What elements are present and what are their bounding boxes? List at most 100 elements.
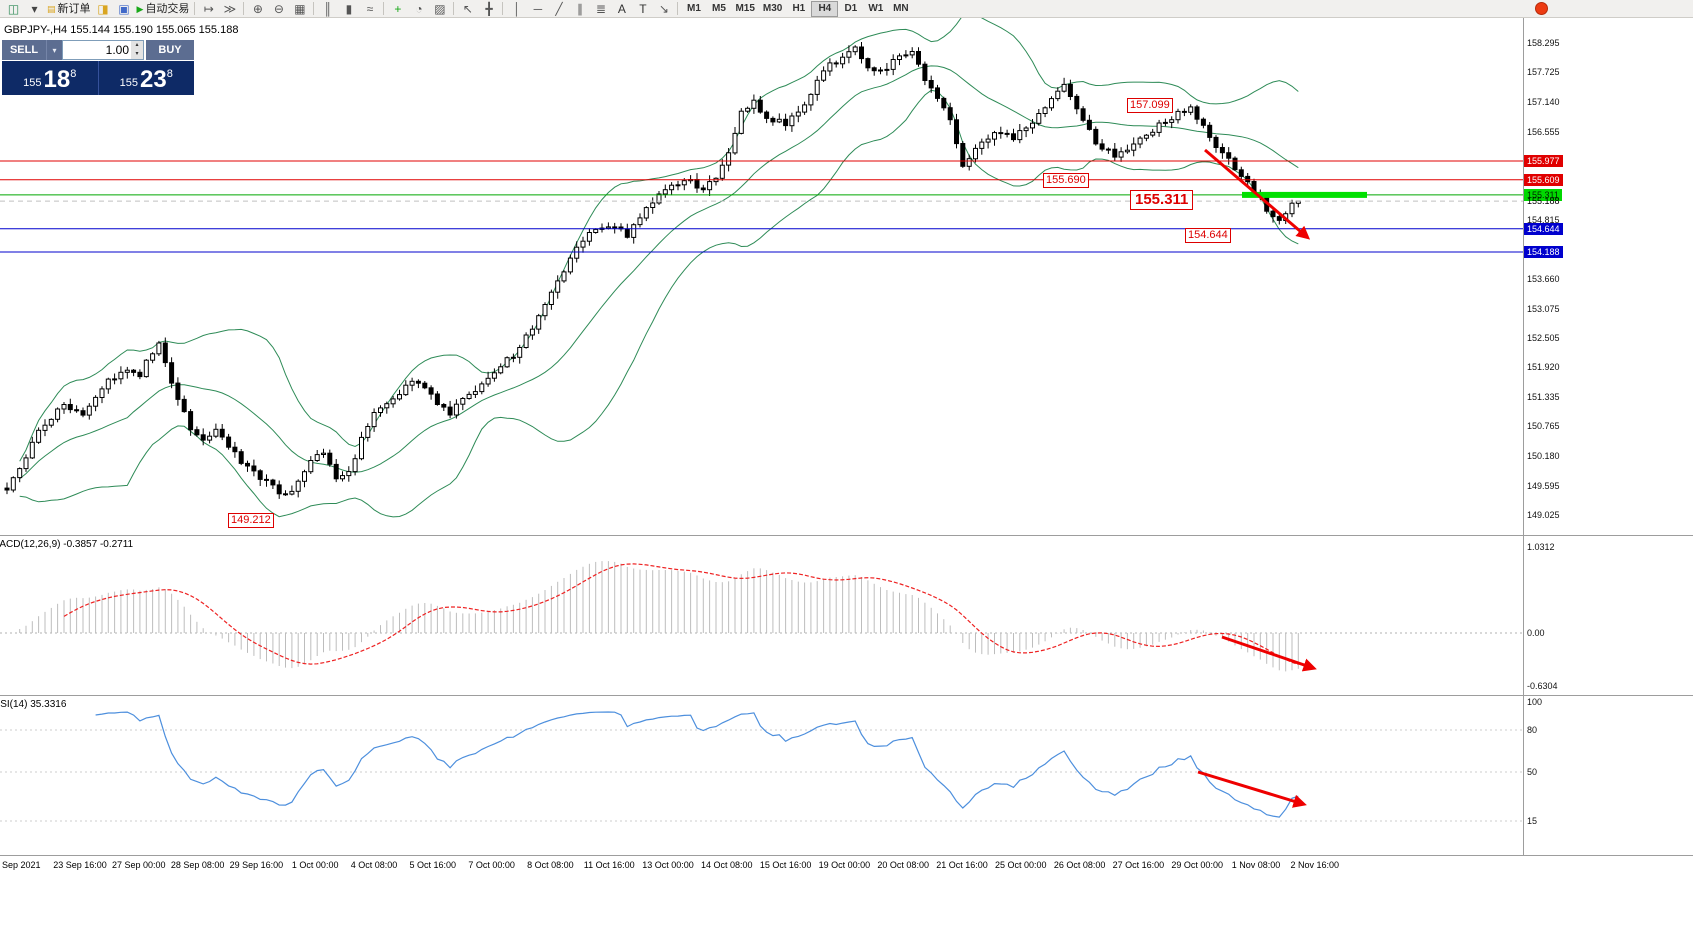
time-axis-label: 21 Oct 16:00 bbox=[936, 860, 988, 870]
text-icon[interactable]: A bbox=[611, 1, 632, 17]
arrow-tool-icon[interactable]: ↘ bbox=[653, 1, 674, 17]
price-axis-label: 149.025 bbox=[1527, 509, 1560, 520]
volume-up-button[interactable]: ▴ bbox=[131, 41, 143, 50]
time-axis[interactable]: Sep 2021 23 Sep 16:00 27 Sep 00:00 28 Sep 0… bbox=[0, 856, 1693, 876]
price-axis-label: 150.765 bbox=[1527, 421, 1560, 432]
auto-scroll-icon[interactable]: ≫ bbox=[219, 1, 240, 17]
bid-price-axis-label: 155.188 bbox=[1527, 196, 1560, 207]
autotrade-button[interactable]: ▶ 自动交易 bbox=[135, 1, 192, 17]
chart-list-dropdown-icon-glyph: ▾ bbox=[31, 1, 38, 16]
time-axis-label: 13 Oct 00:00 bbox=[642, 860, 694, 870]
trendline-icon-glyph: ╱ bbox=[555, 1, 563, 16]
buy-price[interactable]: 155 23 8 bbox=[97, 61, 195, 95]
cursor-icon[interactable]: ↖ bbox=[457, 1, 478, 17]
autotrade-button-icon: ▶ bbox=[136, 3, 144, 14]
pane-separator[interactable] bbox=[0, 535, 1693, 536]
toolbar-separator bbox=[383, 2, 385, 15]
sell-price[interactable]: 155 18 8 bbox=[2, 61, 98, 95]
price-axis-label: 157.725 bbox=[1527, 67, 1560, 77]
chart-shift-icon-glyph: ↦ bbox=[203, 1, 214, 16]
tf-w1-button-label: W1 bbox=[868, 2, 884, 14]
volume-dropdown-icon[interactable]: ▾ bbox=[46, 40, 62, 60]
line-chart-icon-glyph: ≈ bbox=[366, 1, 374, 16]
trendline-icon[interactable]: ╱ bbox=[548, 1, 569, 17]
vertical-line-icon-glyph: │ bbox=[513, 1, 521, 16]
macd-pane[interactable]: MACD(12,26,9) -0.3857 -0.2711 1.0312 0.00… bbox=[0, 536, 1693, 695]
tf-h4-button[interactable]: H4 bbox=[811, 0, 839, 17]
pane-separator bbox=[0, 855, 1693, 856]
sell-button[interactable]: SELL bbox=[2, 40, 46, 60]
zoom-in-icon[interactable]: ⊕ bbox=[247, 1, 268, 17]
package-icon[interactable]: ◨ bbox=[93, 1, 114, 17]
profiles-icon[interactable]: ▣ bbox=[114, 1, 135, 17]
time-axis-label: 23 Sep 16:00 bbox=[53, 860, 107, 870]
macd-axis-label: -0.6304 bbox=[1527, 680, 1558, 691]
templates-icon[interactable]: ▨ bbox=[429, 1, 450, 17]
price-callout[interactable]: 155.311 bbox=[1130, 190, 1194, 210]
rsi-pane[interactable]: RSI(14) 35.3316 100 80 50 15 bbox=[0, 696, 1693, 855]
tf-m5-button[interactable]: M5 bbox=[706, 1, 731, 17]
horizontal-line-icon[interactable]: ─ bbox=[527, 1, 548, 17]
price-axis-label: 151.920 bbox=[1527, 362, 1560, 373]
price-callout[interactable]: 157.099 bbox=[1127, 98, 1173, 113]
channel-icon[interactable]: ∥ bbox=[569, 1, 590, 17]
rsi-axis-label: 80 bbox=[1527, 725, 1538, 735]
sell-price-big-figure: 155 bbox=[23, 77, 42, 89]
profiles-icon-glyph: ▣ bbox=[118, 1, 130, 16]
price-chart-pane[interactable]: GBPJPY-,H4 155.144 155.190 155.065 155.1… bbox=[0, 18, 1693, 535]
autotrade-button-label: 自动交易 bbox=[145, 2, 190, 15]
tf-h4-button-label: H4 bbox=[818, 2, 832, 14]
toolbar-separator bbox=[194, 2, 196, 15]
price-callout[interactable]: 149.212 bbox=[228, 513, 274, 528]
line-chart-icon[interactable]: ≈ bbox=[359, 1, 380, 17]
buy-button[interactable]: BUY bbox=[146, 40, 194, 60]
fibonacci-icon[interactable]: ≣ bbox=[590, 1, 611, 17]
tf-m30-button[interactable]: M30 bbox=[759, 1, 786, 17]
channel-icon-glyph: ∥ bbox=[576, 1, 583, 16]
price-axis-label: 152.505 bbox=[1527, 332, 1560, 343]
tf-mn-button[interactable]: MN bbox=[888, 1, 913, 17]
price-level-axis-label: 155.977 bbox=[1524, 154, 1563, 167]
time-axis-label: 29 Sep 16:00 bbox=[229, 860, 284, 870]
alert-button[interactable] bbox=[1531, 1, 1552, 17]
price-callout[interactable]: 155.690 bbox=[1043, 173, 1089, 188]
bar-chart-icon[interactable]: ║ bbox=[317, 1, 338, 17]
tile-windows-icon[interactable]: ▦ bbox=[289, 1, 310, 17]
price-axis-label: 150.180 bbox=[1527, 451, 1560, 462]
volume-input[interactable] bbox=[62, 40, 144, 60]
tf-m15-button-label: M15 bbox=[735, 2, 755, 14]
tf-m1-button[interactable]: M1 bbox=[681, 1, 706, 17]
price-callout[interactable]: 154.644 bbox=[1185, 228, 1231, 243]
price-chart-canvas[interactable] bbox=[0, 18, 1523, 535]
rsi-label: RSI(14) 35.3316 bbox=[0, 699, 67, 710]
fibonacci-icon-glyph: ≣ bbox=[595, 1, 606, 16]
rsi-canvas[interactable] bbox=[0, 696, 1523, 855]
tf-d1-button[interactable]: D1 bbox=[838, 1, 863, 17]
price-axis-label: 153.075 bbox=[1527, 303, 1560, 314]
sell-price-pips: 18 bbox=[43, 66, 71, 93]
chart-shift-icon[interactable]: ↦ bbox=[198, 1, 219, 17]
sell-price-pipette: 8 bbox=[70, 68, 77, 80]
time-axis-label: 19 Oct 00:00 bbox=[818, 860, 871, 870]
toolbar-separator bbox=[677, 2, 679, 15]
chart-list-dropdown-icon[interactable]: ▾ bbox=[24, 1, 45, 17]
tf-m15-button[interactable]: M15 bbox=[731, 1, 758, 17]
macd-canvas[interactable] bbox=[0, 536, 1523, 695]
periods-icon[interactable]: ◔ bbox=[408, 1, 429, 17]
candlestick-chart-icon[interactable]: ▮ bbox=[338, 1, 359, 17]
tf-m5-button-label: M5 bbox=[711, 2, 726, 14]
price-level-axis-label: 154.188 bbox=[1524, 246, 1563, 259]
crosshair-icon[interactable]: ╋ bbox=[478, 1, 499, 17]
label-icon[interactable]: T bbox=[632, 1, 653, 17]
volume-down-button[interactable]: ▾ bbox=[131, 50, 143, 59]
new-order-button[interactable]: ▤ 新订单 bbox=[45, 1, 93, 17]
vertical-line-icon[interactable]: │ bbox=[506, 1, 527, 17]
zoom-out-icon[interactable]: ⊖ bbox=[268, 1, 289, 17]
tf-w1-button[interactable]: W1 bbox=[863, 1, 888, 17]
pane-separator[interactable] bbox=[0, 695, 1693, 696]
tf-h1-button[interactable]: H1 bbox=[786, 1, 811, 17]
macd-axis-label: 0.00 bbox=[1527, 628, 1545, 638]
indicators-icon[interactable]: + bbox=[387, 1, 408, 17]
new-chart-icon[interactable]: ◫ bbox=[3, 1, 24, 17]
trade-controls-row: SELL ▾ ▴ ▾ BUY bbox=[2, 40, 194, 60]
